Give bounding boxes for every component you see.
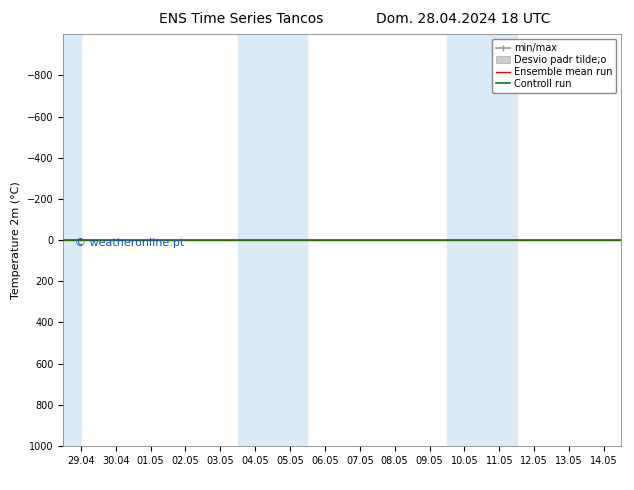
Y-axis label: Temperature 2m (°C): Temperature 2m (°C) xyxy=(11,181,22,299)
Bar xyxy=(63,34,81,446)
Text: Dom. 28.04.2024 18 UTC: Dom. 28.04.2024 18 UTC xyxy=(375,12,550,26)
Text: ENS Time Series Tancos: ENS Time Series Tancos xyxy=(158,12,323,26)
Text: © weatheronline.pt: © weatheronline.pt xyxy=(75,238,184,248)
Bar xyxy=(238,34,307,446)
Bar xyxy=(447,34,517,446)
Legend: min/max, Desvio padr tilde;o, Ensemble mean run, Controll run: min/max, Desvio padr tilde;o, Ensemble m… xyxy=(492,39,616,93)
